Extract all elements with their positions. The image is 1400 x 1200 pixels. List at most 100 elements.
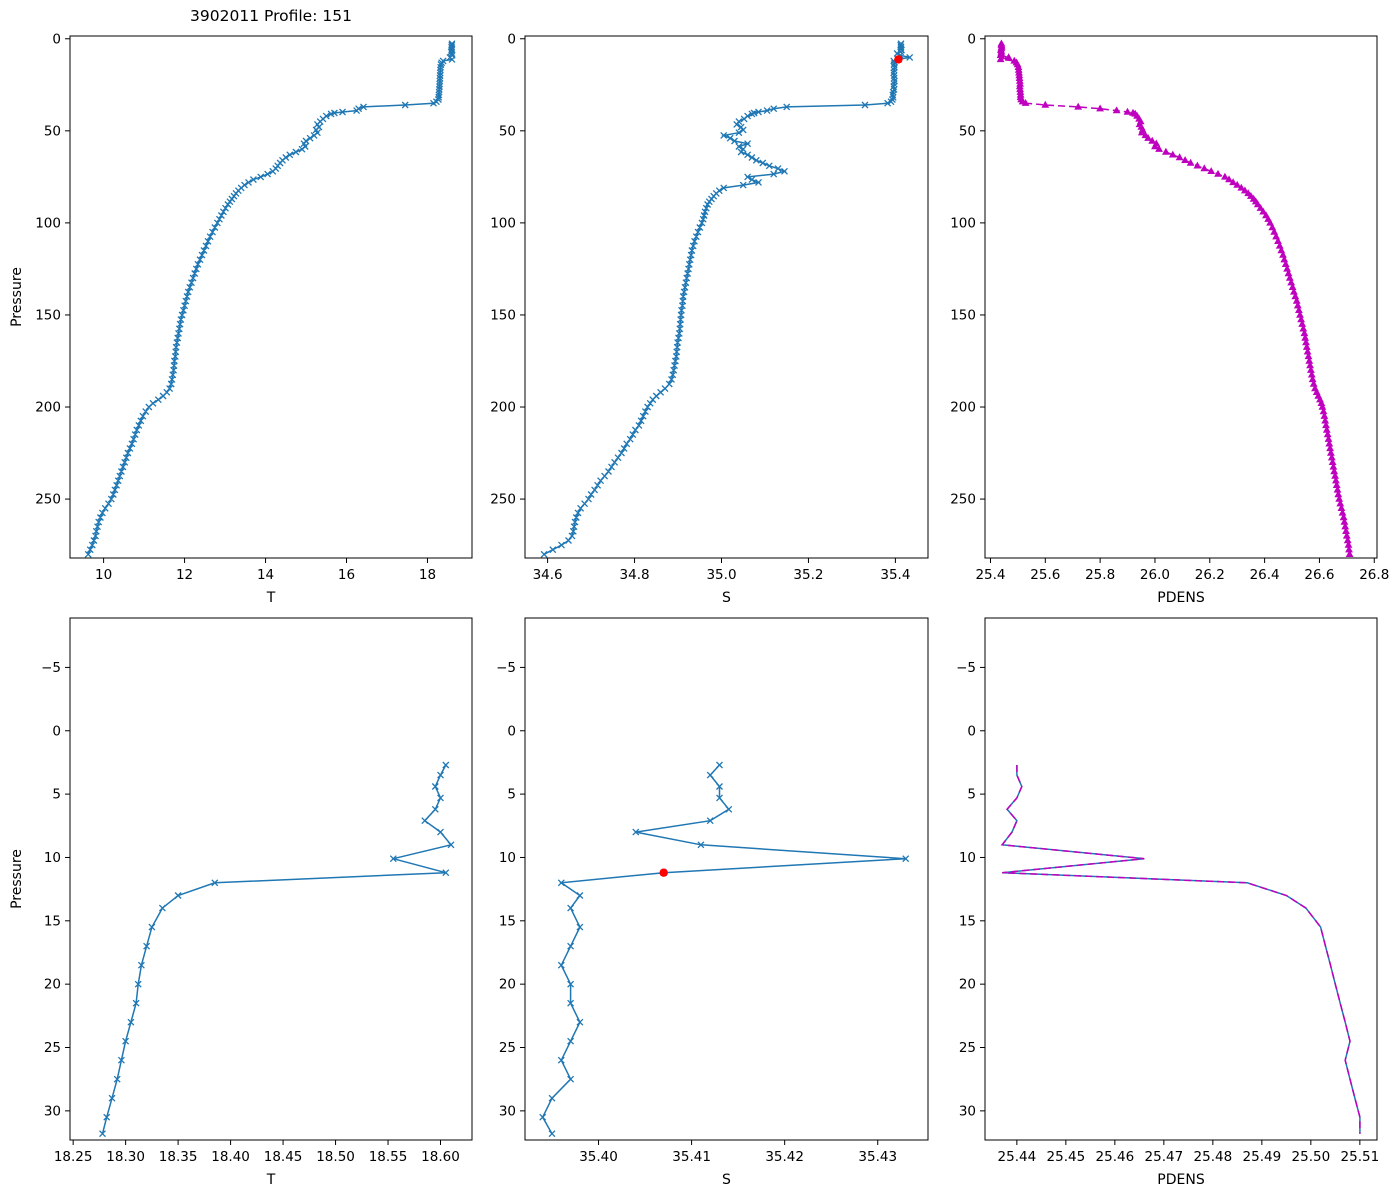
y-tick-label: 0 [52, 723, 61, 739]
x-tick-label: 35.0 [706, 567, 736, 583]
x-tick-label: 18.50 [316, 1149, 355, 1165]
x-tick-label: 25.45 [1047, 1149, 1086, 1165]
y-tick-label: 100 [35, 215, 61, 231]
series-line-temperature [87, 43, 454, 555]
x-axis-label-pdens-full: PDENS [1157, 590, 1205, 606]
axes-frame-salinity-zoom [524, 617, 929, 1141]
y-tick-label: 150 [35, 307, 61, 323]
chart-pdens-full: 25.4 25.6 25.8 26.0 26.2 26.4 26.6 26.8 0 50 100 15… [950, 31, 1389, 606]
y-tick-label: 250 [950, 492, 976, 508]
y-tick-label: 10 [959, 850, 976, 866]
chart-temperature-full: 10 12 14 16 18 0 50 100 150 200 250 T Pressure [9, 31, 473, 606]
y-tick-label: 50 [959, 123, 976, 139]
x-tick-label: 26.8 [1359, 567, 1389, 583]
x-tick-label: 26.6 [1304, 567, 1334, 583]
chart-temperature-zoom: 18.25 18.30 18.35 18.40 18.45 18.50 18.55 18.60… [9, 617, 473, 1188]
y-tick-label: 25 [44, 1040, 61, 1056]
series-line-temperature-zoom [101, 764, 453, 1134]
x-tick-label: 35.40 [579, 1149, 618, 1165]
axes-frame-temperature-zoom [69, 617, 473, 1141]
x-axis-label-salinity-full: S [722, 590, 731, 606]
y-tick-label: 20 [499, 977, 516, 993]
y-tick-label: 150 [950, 307, 976, 323]
y-tick-label: 200 [490, 400, 516, 416]
y-tick-label: 20 [959, 977, 976, 993]
x-tick-label: 18 [419, 567, 436, 583]
series-markers-temperature-zoom [99, 761, 455, 1138]
chart-pdens-zoom: 25.44 25.45 25.46 25.47 25.48 25.49 25.50 25.51… [956, 617, 1380, 1188]
series-marker-highlight-point-zoom [659, 868, 668, 877]
y-tick-label: 15 [44, 913, 61, 929]
y-tick-label: 25 [499, 1040, 516, 1056]
y-tick-label: 10 [44, 850, 61, 866]
y-tick-label: 5 [967, 787, 976, 803]
x-axis-label-temperature-zoom: T [266, 1172, 276, 1188]
x-tick-label: 35.4 [880, 567, 910, 583]
y-tick-label: 0 [507, 31, 516, 47]
y-tick-label: 250 [490, 492, 516, 508]
x-tick-label: 34.8 [620, 567, 650, 583]
x-tick-label: 14 [257, 567, 274, 583]
y-tick-label: 30 [499, 1103, 516, 1119]
y-tick-label: 0 [967, 723, 976, 739]
x-tick-label: 34.6 [533, 567, 563, 583]
x-tick-label: 18.55 [369, 1149, 408, 1165]
series-line-salinity [543, 43, 910, 555]
y-tick-label: −5 [496, 660, 516, 676]
y-tick-label: 10 [499, 850, 516, 866]
x-tick-label: 26.4 [1250, 567, 1280, 583]
y-tick-label: 0 [507, 723, 516, 739]
x-tick-label: 25.49 [1243, 1149, 1282, 1165]
y-tick-label: −5 [956, 660, 976, 676]
x-tick-label: 10 [95, 567, 112, 583]
y-tick-label: 100 [490, 215, 516, 231]
x-tick-label: 18.25 [54, 1149, 93, 1165]
x-tick-label: 35.42 [765, 1149, 804, 1165]
y-tick-label: 5 [507, 787, 516, 803]
x-axis-label-salinity-zoom: S [722, 1172, 731, 1188]
x-tick-label: 26.2 [1195, 567, 1225, 583]
x-tick-label: 35.43 [858, 1149, 897, 1165]
y-tick-label: 0 [967, 31, 976, 47]
series-markers-salinity-zoom [539, 761, 910, 1138]
x-tick-label: 26.0 [1140, 567, 1170, 583]
x-tick-label: 35.2 [793, 567, 823, 583]
y-axis-label-temperature-full: Pressure [9, 267, 25, 327]
series-markers-temperature [84, 40, 456, 558]
x-tick-label: 25.50 [1292, 1149, 1331, 1165]
x-tick-label: 18.35 [159, 1149, 198, 1165]
y-tick-label: 100 [950, 215, 976, 231]
series-line-pdens-zoom-magenta [1000, 765, 1361, 1134]
y-tick-label: 150 [490, 307, 516, 323]
y-tick-label: 15 [499, 913, 516, 929]
axes-frame-temperature-full [69, 35, 473, 559]
x-tick-label: 25.4 [975, 567, 1005, 583]
y-tick-label: 50 [499, 123, 516, 139]
series-markers-salinity [540, 40, 914, 558]
figure-title: 3902011 Profile: 151 [190, 7, 352, 25]
chart-salinity-full: 34.6 34.8 35.0 35.2 35.4 0 50 100 150 200 250 S [490, 31, 929, 606]
y-tick-label: 50 [44, 123, 61, 139]
series-line-pdens-zoom-blue [1000, 765, 1361, 1134]
series-marker-highlight-point [894, 55, 903, 64]
x-tick-label: 25.44 [998, 1149, 1037, 1165]
x-tick-label: 18.40 [211, 1149, 250, 1165]
x-tick-label: 25.46 [1096, 1149, 1135, 1165]
x-tick-label: 25.47 [1145, 1149, 1184, 1165]
series-markers-pdens [996, 39, 1354, 557]
x-tick-label: 12 [176, 567, 193, 583]
x-axis-label-temperature-full: T [266, 590, 276, 606]
x-tick-label: 25.51 [1341, 1149, 1380, 1165]
x-tick-label: 25.48 [1194, 1149, 1233, 1165]
y-tick-label: 0 [52, 31, 61, 47]
axes-frame-salinity-full [524, 35, 929, 559]
y-tick-label: 5 [52, 787, 61, 803]
y-tick-label: 200 [35, 400, 61, 416]
x-tick-label: 35.41 [672, 1149, 711, 1165]
y-tick-label: 250 [35, 492, 61, 508]
y-tick-label: −5 [41, 660, 61, 676]
x-tick-label: 18.60 [421, 1149, 460, 1165]
series-line-salinity-zoom [541, 764, 906, 1135]
